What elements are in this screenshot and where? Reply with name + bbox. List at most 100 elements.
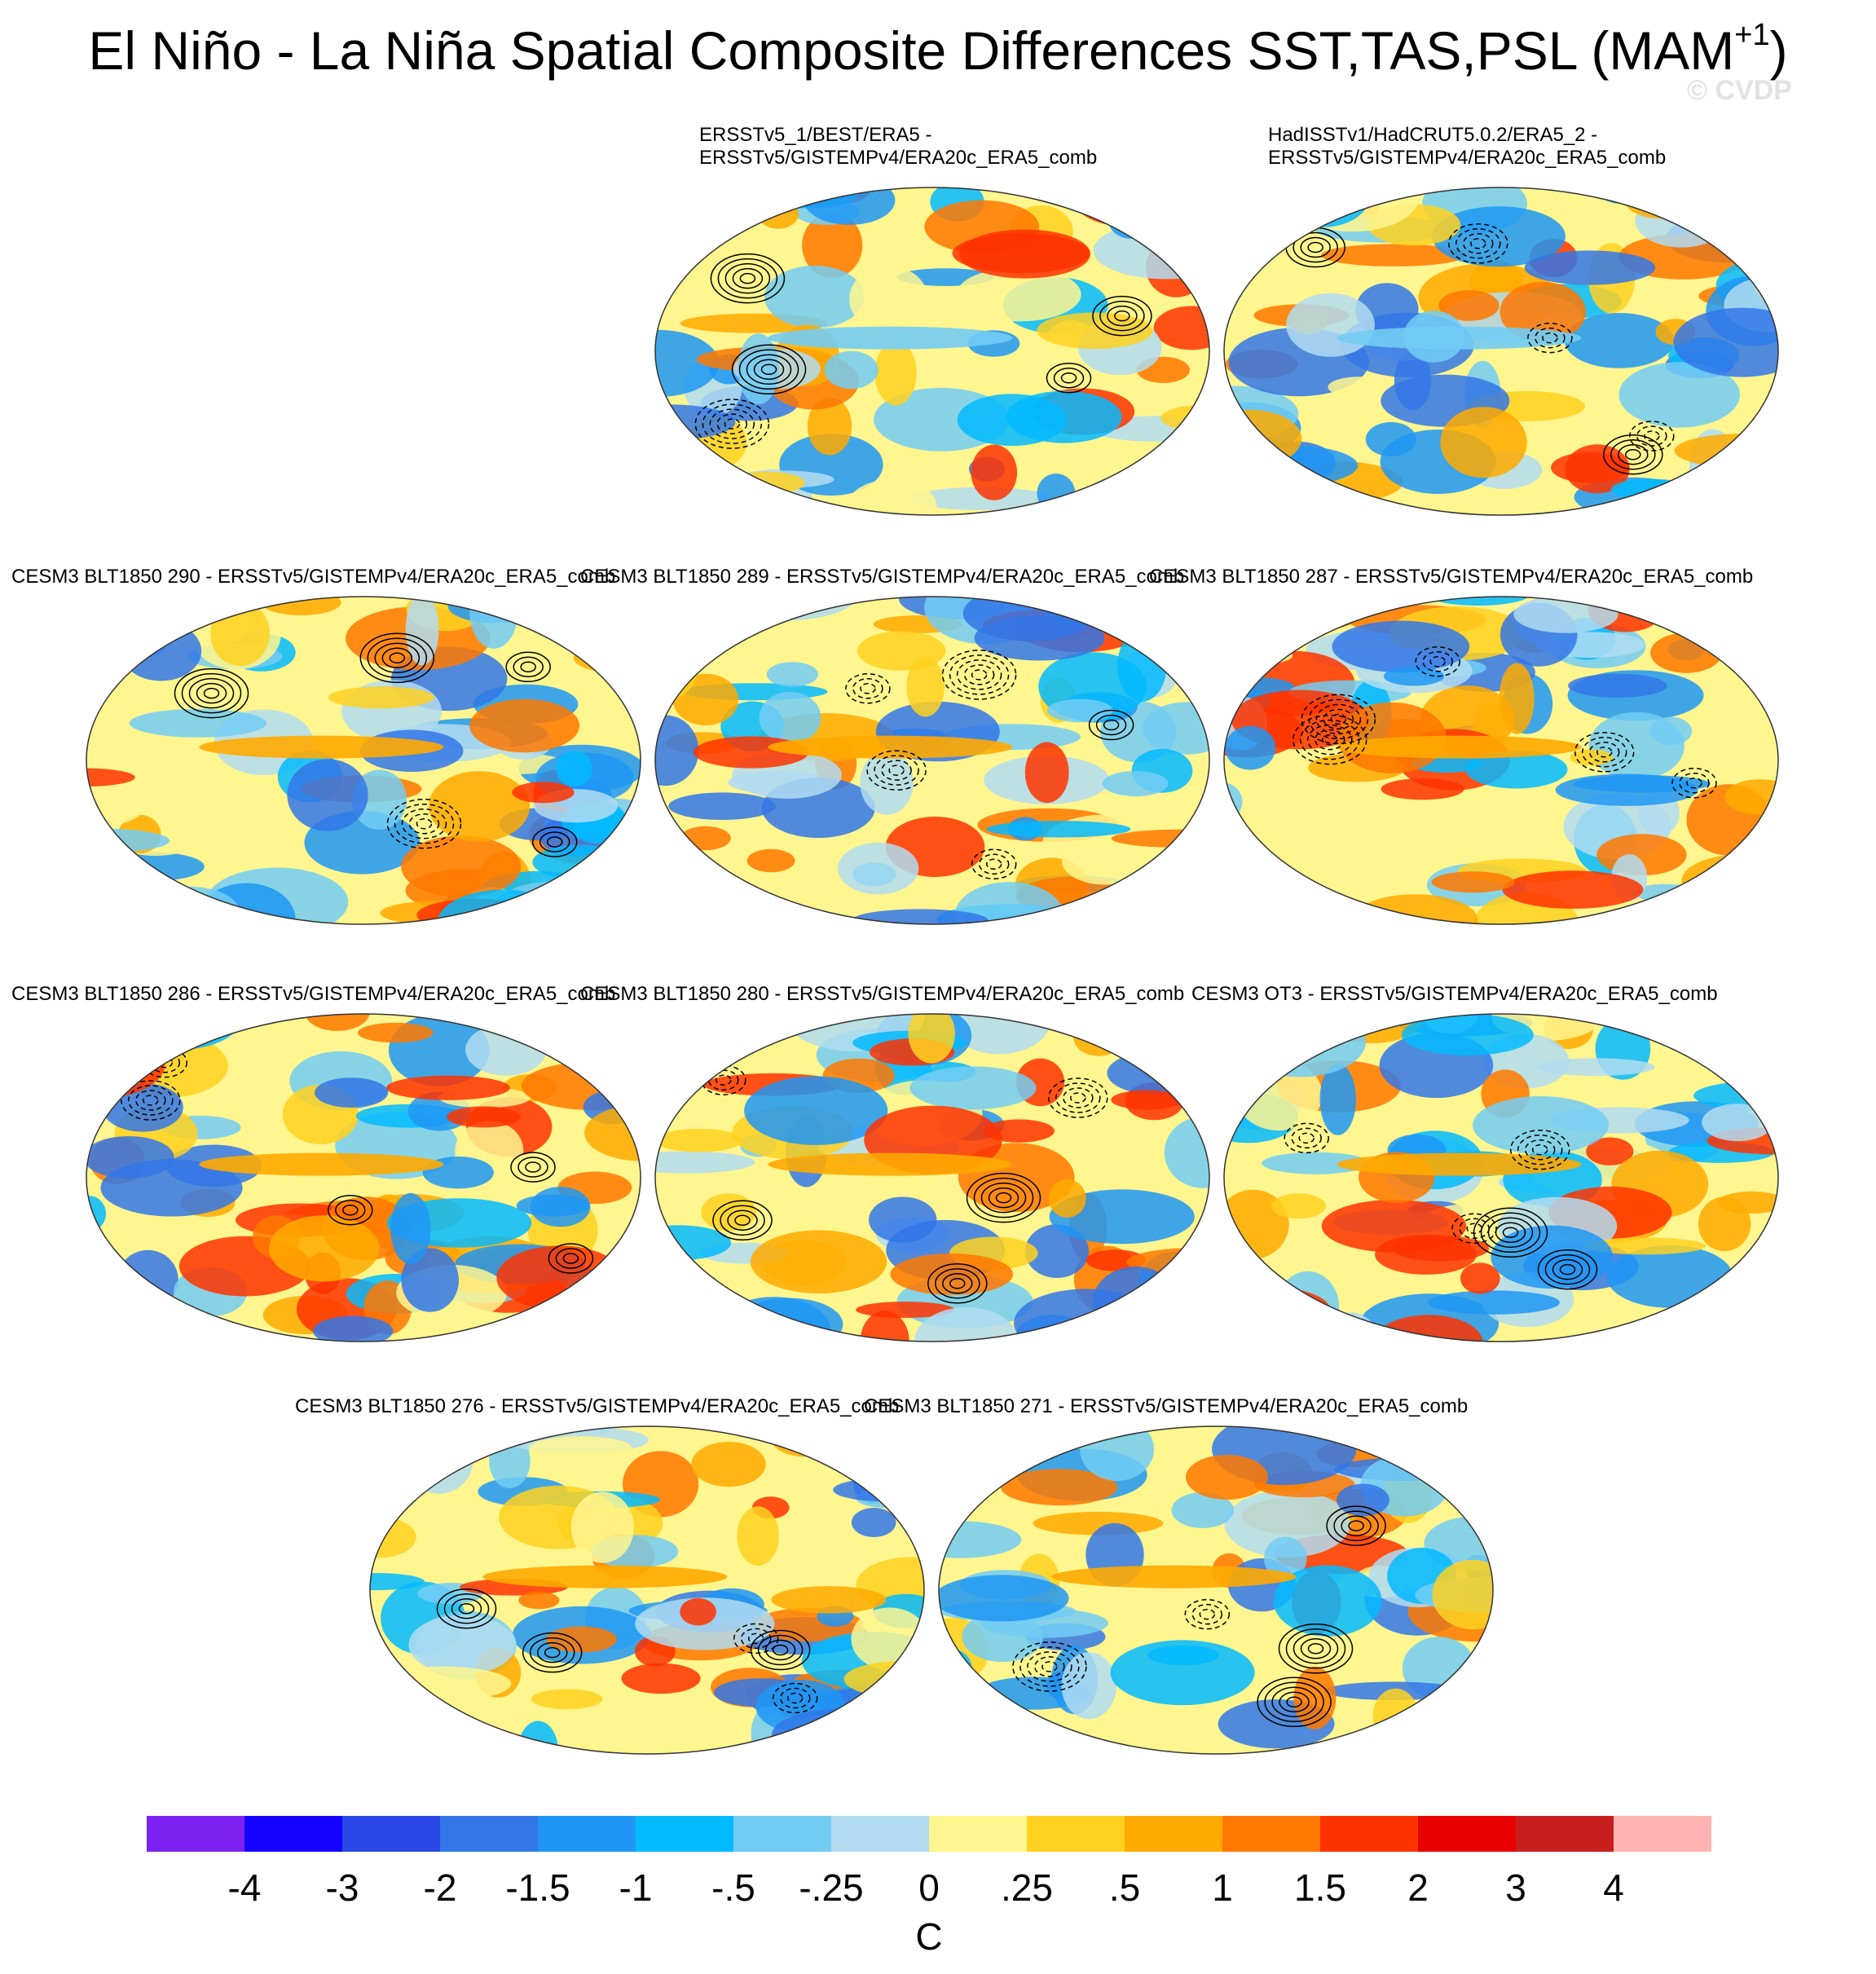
anomaly-blob: [969, 1426, 1065, 1452]
anomaly-blob: [1473, 1096, 1609, 1154]
anomaly-blob: [1036, 1328, 1150, 1342]
anomaly-blob: [1001, 1469, 1118, 1506]
psl-contour: [772, 1682, 818, 1714]
psl-contour: [517, 1157, 548, 1178]
anomaly-blob: [1153, 306, 1209, 350]
anomaly-blob: [668, 792, 776, 820]
equatorial-anomaly: [199, 735, 444, 759]
anomaly-blob: [1328, 377, 1394, 398]
anomaly-blob: [1225, 646, 1293, 665]
anomaly-blob: [742, 889, 817, 924]
psl-contour: [1088, 709, 1134, 741]
anomaly-blob: [680, 1597, 716, 1626]
anomaly-blob: [1143, 1306, 1209, 1342]
psl-contour: [1415, 646, 1460, 677]
equatorial-anomaly: [1337, 1152, 1582, 1176]
psl-contour: [1333, 1510, 1379, 1541]
anomaly-blob: [851, 1508, 896, 1537]
psl-contour: [128, 1085, 174, 1116]
anomaly-blob: [905, 1715, 924, 1754]
anomaly-blob: [1440, 407, 1527, 478]
psl-contour: [971, 669, 988, 681]
psl-contour: [732, 267, 764, 289]
map-panel-10: [938, 1425, 1494, 1755]
anomaly-blob: [465, 1024, 547, 1076]
map-panel-6: [86, 1013, 641, 1342]
anomaly-blob: [469, 698, 580, 753]
anomaly-blob: [89, 1014, 206, 1026]
anomaly-blob: [370, 1573, 425, 1591]
anomaly-blob: [1186, 1455, 1268, 1500]
anomaly-blob: [679, 456, 714, 515]
colorbar-swatch: [831, 1816, 930, 1852]
psl-contour: [1060, 372, 1077, 384]
psl-contour: [522, 1632, 583, 1673]
psl-contour: [188, 677, 235, 709]
psl-contour: [966, 1172, 1041, 1223]
anomaly-blob: [1370, 1426, 1422, 1456]
psl-contour: [716, 413, 748, 434]
map-border: [86, 1013, 641, 1342]
anomaly-blob: [1320, 244, 1467, 267]
anomaly-blob: [1319, 1064, 1356, 1135]
anomaly-blob: [1108, 196, 1154, 239]
psl-contour: [1103, 719, 1120, 731]
psl-contour: [1487, 1217, 1534, 1249]
psl-contour: [1495, 1222, 1526, 1244]
anomaly-blob: [986, 821, 1131, 838]
psl-contour: [724, 262, 771, 294]
anomaly-blob: [1164, 1117, 1209, 1188]
anomaly-blob: [1174, 644, 1209, 662]
psl-contour: [1070, 1092, 1086, 1104]
map-panel-3: [86, 596, 641, 925]
anomaly-blob: [405, 1427, 473, 1494]
anomaly-blob: [620, 1239, 641, 1293]
psl-contour: [505, 651, 551, 683]
psl-contour: [546, 836, 563, 848]
panel-label-10: CESM3 BLT1850 271 - ERSSTv5/GISTEMPv4/ER…: [864, 1395, 1469, 1417]
anomaly-blob: [910, 487, 1052, 510]
anomaly-blob: [1721, 1275, 1778, 1295]
anomaly-blob: [1364, 1434, 1493, 1454]
anomaly-blob: [655, 187, 738, 235]
psl-contour: [1298, 1132, 1315, 1144]
anomaly-blob: [1056, 908, 1177, 924]
psl-contour: [1542, 332, 1558, 344]
anomaly-blob: [967, 1721, 1004, 1754]
psl-contour: [845, 673, 891, 704]
psl-contour: [443, 1593, 490, 1624]
anomaly-blob: [1568, 673, 1667, 698]
panel-label-8: CESM3 OT3 - ERSSTv5/GISTEMPv4/ERA20c_ERA…: [1191, 983, 1718, 1005]
colorbar-tick-label: 1.5: [1294, 1866, 1346, 1909]
psl-contour: [1293, 231, 1338, 263]
anomaly-blob: [1062, 838, 1149, 885]
anomaly-blob: [939, 1575, 1069, 1622]
psl-contour: [1264, 1681, 1324, 1723]
psl-contour: [942, 1273, 973, 1294]
anomaly-blob: [312, 1315, 394, 1342]
psl-contour: [121, 1080, 181, 1121]
title-superscript: +1: [1734, 18, 1770, 52]
psl-contour: [386, 798, 462, 849]
map-border: [938, 1425, 1494, 1755]
psl-contour: [203, 687, 220, 699]
map-panel-1: [654, 187, 1210, 516]
map-border: [654, 596, 1210, 925]
anomaly-blob: [1499, 663, 1535, 734]
psl-contour: [712, 1200, 773, 1241]
map-panel-4: [654, 596, 1210, 925]
colorbar-tick-label: 0: [918, 1866, 940, 1909]
colorbar-swatch: [342, 1816, 441, 1852]
psl-contour: [1046, 363, 1092, 394]
psl-contour: [436, 1588, 497, 1629]
psl-contour: [739, 272, 756, 284]
psl-contour: [548, 1243, 594, 1274]
anomaly-blob: [952, 233, 1090, 274]
psl-contour: [328, 1194, 373, 1226]
colorbar-tick-label: 2: [1407, 1866, 1429, 1909]
anomaly-blob: [531, 1689, 603, 1709]
psl-contour: [1323, 708, 1354, 730]
colorbar-tick-label: -3: [325, 1866, 359, 1909]
anomaly-blob: [1092, 1267, 1179, 1338]
anomaly-blob: [714, 1014, 756, 1051]
